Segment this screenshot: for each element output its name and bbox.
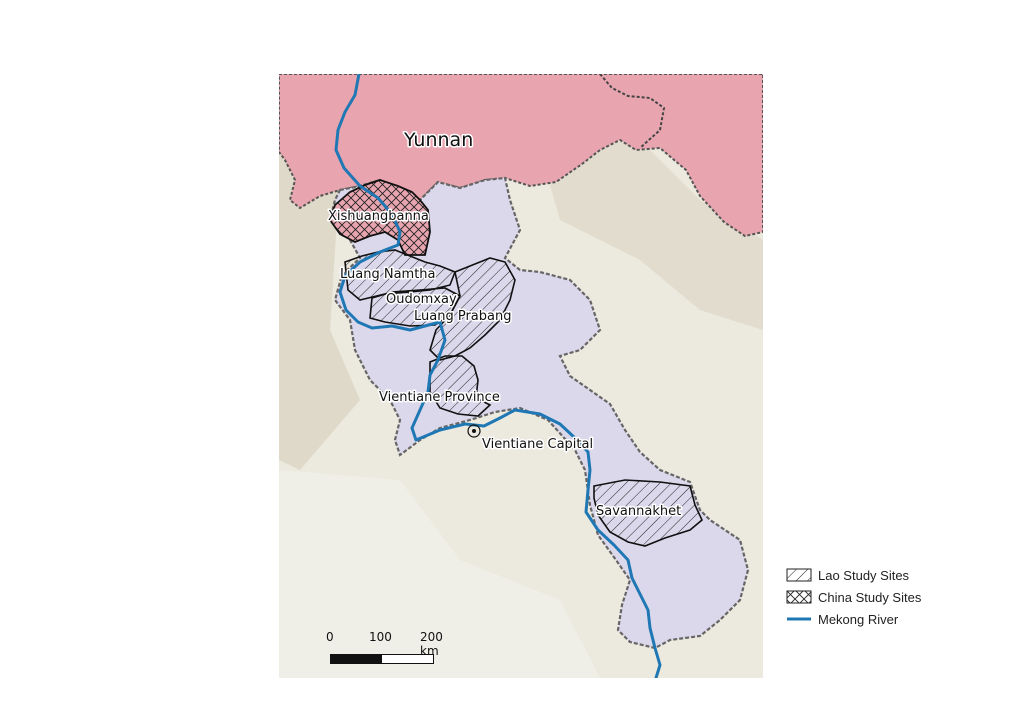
legend-lao-label: Lao Study Sites [818, 567, 910, 583]
legend: Lao Study Sites China Study Sites Mekong… [786, 564, 921, 630]
scale-bar: 0 100 200 km [326, 630, 456, 664]
map-frame: Yunnan Xishuangbanna Luang Namtha Oudomx… [279, 74, 763, 678]
terrain-lowland-south [279, 470, 600, 678]
hatch-swatch-icon [786, 568, 812, 582]
xishuangbanna-label: Xishuangbanna [328, 209, 429, 224]
vientiane-capital-label: Vientiane Capital [482, 437, 593, 452]
luang-prabang-label: Luang Prabang [414, 309, 511, 324]
savannakhet-label: Savannakhet [596, 504, 681, 519]
yunnan-border [599, 74, 666, 149]
scale-bar-graphic [330, 654, 434, 664]
vientiane-province-site [429, 355, 492, 417]
mekong-river [334, 74, 662, 678]
vientiane-province-label: Vientiane Province [379, 390, 500, 405]
luang-prabang-site [429, 257, 516, 361]
oudomxay-label: Oudomxay [386, 292, 457, 307]
legend-item-lao: Lao Study Sites [786, 564, 921, 586]
legend-item-china: China Study Sites [786, 586, 921, 608]
vientiane-capital-marker [467, 424, 481, 438]
vientiane-capital-dot [472, 429, 476, 433]
scale-tick-0: 0 [326, 630, 334, 644]
legend-item-mekong: Mekong River [786, 608, 921, 630]
xishuangbanna-outline [329, 179, 431, 256]
river-line-icon [787, 617, 811, 621]
terrain-shade-east [540, 140, 763, 330]
legend-china-label: China Study Sites [818, 589, 922, 605]
scale-tick-100: 100 [369, 630, 392, 644]
yunnan-label: Yunnan [403, 129, 473, 151]
crosshatch-swatch-icon [786, 590, 812, 604]
savannakhet-site [593, 479, 703, 547]
legend-mekong-label: Mekong River [818, 611, 899, 627]
terrain-shade-west [279, 150, 360, 470]
scale-bar-black-segment [331, 655, 382, 663]
luang-namtha-label: Luang Namtha [340, 267, 436, 282]
